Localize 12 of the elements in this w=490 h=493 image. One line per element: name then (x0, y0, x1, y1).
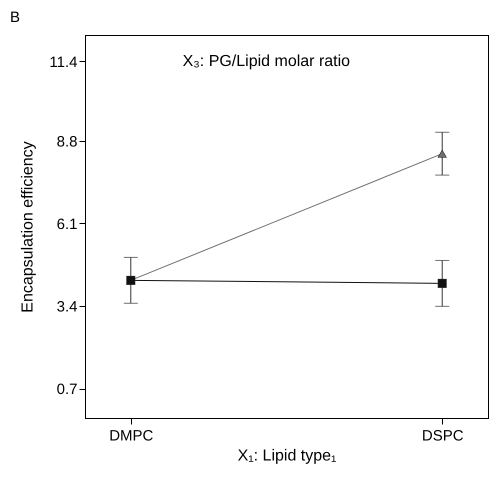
y-tick-label: 11.4 (49, 54, 78, 71)
x-axis-title: X₁: Lipid type₁ (238, 448, 336, 464)
y-tick-label: 0.7 (56, 381, 78, 398)
x-tick-label: DMPC (109, 428, 154, 444)
y-tick-label: 6.1 (56, 216, 78, 233)
y-axis-title: Encapsulation efficiency (19, 141, 36, 313)
y-tick-label: 8.8 (56, 133, 78, 150)
annotation: X₃: PG/Lipid molar ratio (182, 53, 350, 70)
point (438, 278, 447, 288)
x-tick-label: DSPC (422, 428, 464, 444)
y-tick-label: 3.4 (56, 298, 78, 316)
chart-title: B (10, 9, 20, 26)
